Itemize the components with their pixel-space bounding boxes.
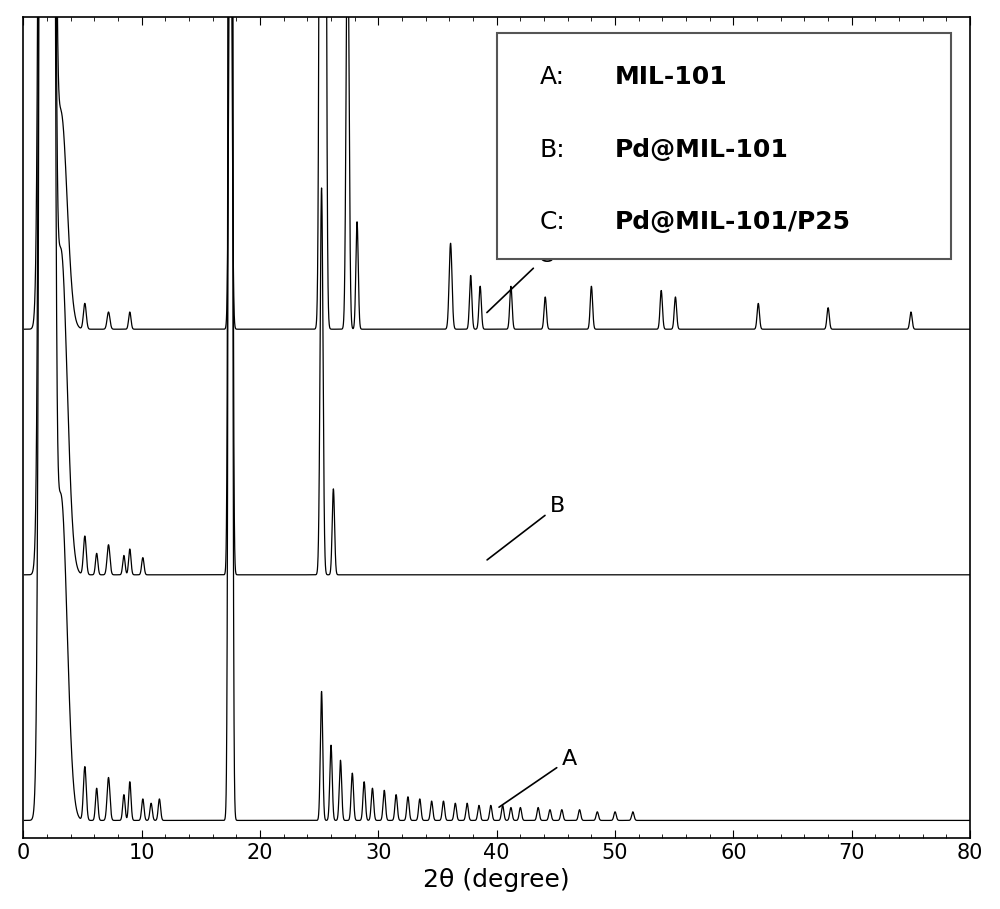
Text: MIL-101: MIL-101 — [615, 65, 728, 89]
X-axis label: 2θ (degree): 2θ (degree) — [423, 868, 570, 893]
Text: A:: A: — [539, 65, 564, 89]
Text: C:: C: — [539, 210, 565, 235]
Text: B: B — [487, 495, 565, 560]
FancyBboxPatch shape — [497, 33, 951, 259]
Text: A: A — [499, 749, 577, 807]
Text: Pd@MIL-101: Pd@MIL-101 — [615, 137, 789, 162]
Text: Pd@MIL-101/P25: Pd@MIL-101/P25 — [615, 210, 851, 235]
Text: C: C — [487, 246, 554, 313]
Text: B:: B: — [539, 137, 565, 162]
